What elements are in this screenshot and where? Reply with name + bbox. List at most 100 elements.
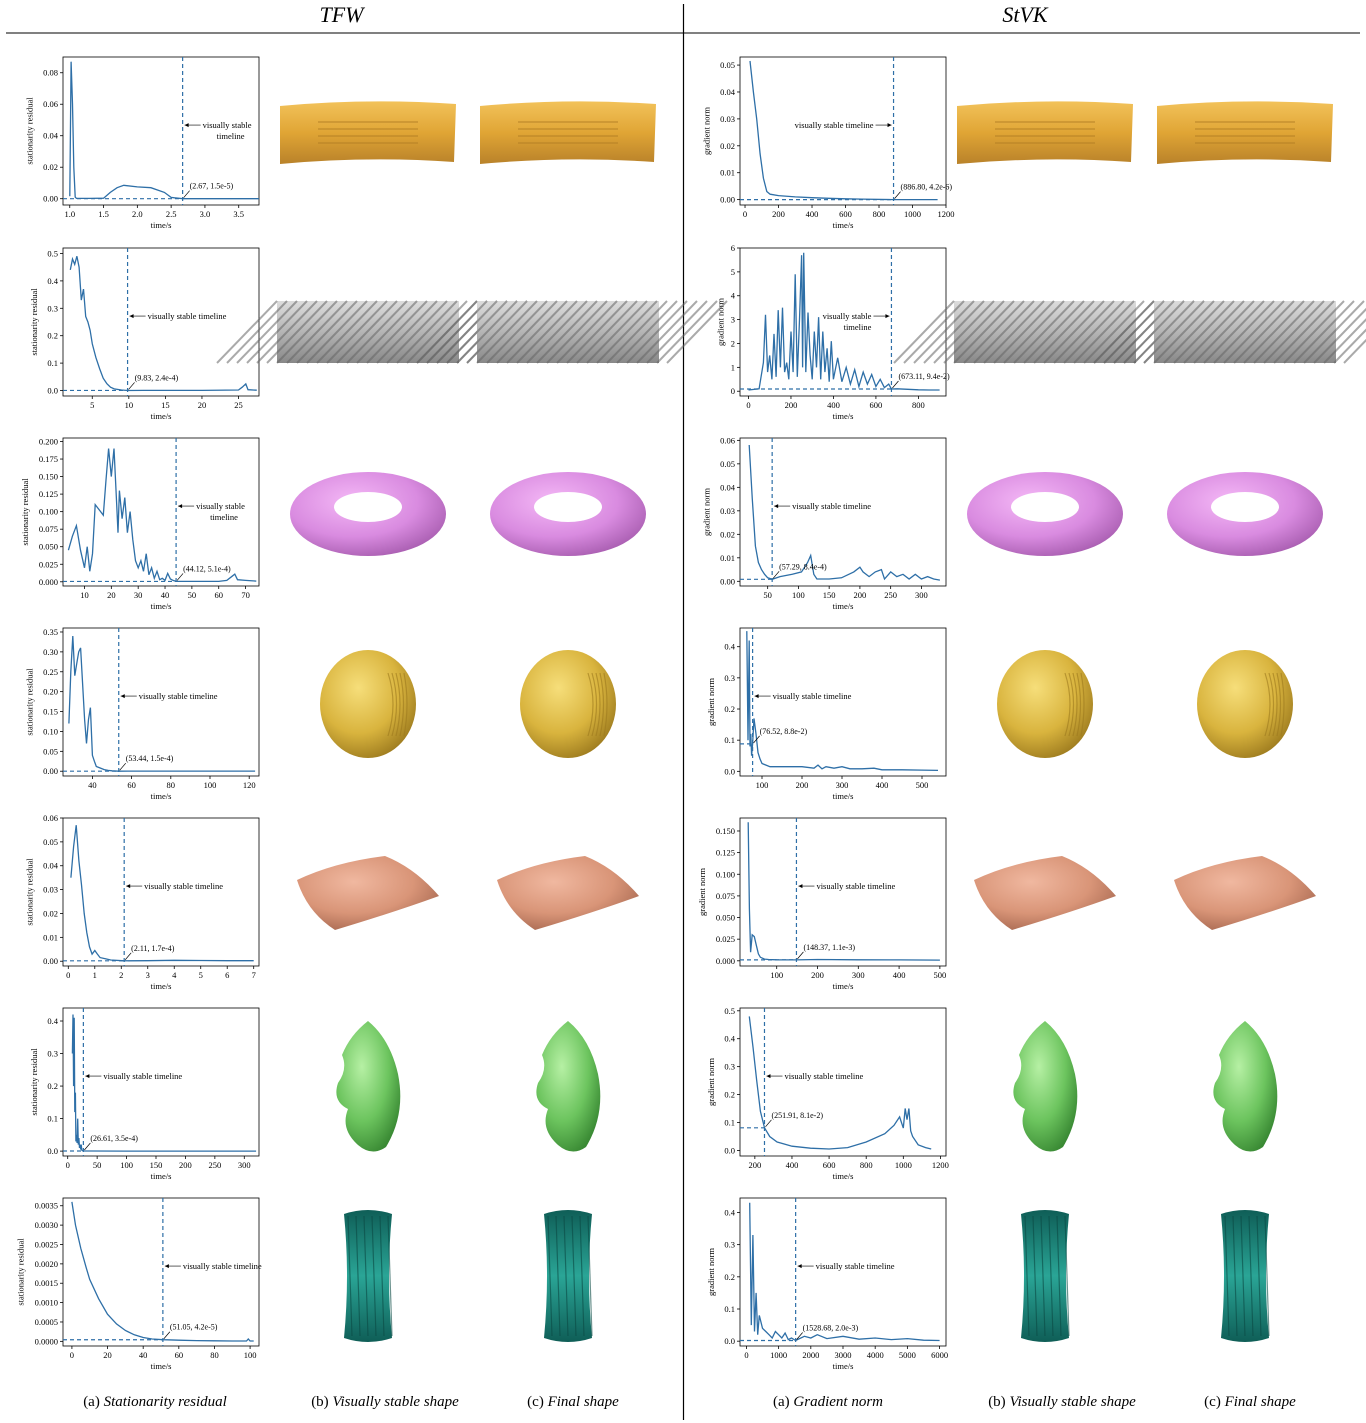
arrow-head: [178, 504, 183, 509]
timeline-label: visually stable timeline: [148, 311, 227, 321]
groove: [555, 1215, 561, 1337]
groove: [1240, 1215, 1246, 1337]
residual-chart: 10 20 30 40 50 60 70 0.000 0.025 0.050 0.075 0.100 0…: [20, 437, 260, 611]
balloon-shape: [320, 650, 416, 758]
y-tick-label: 0.1: [47, 358, 58, 368]
torus-hole: [1211, 492, 1279, 522]
y-tick-label: 0.2: [47, 1081, 58, 1091]
fold-line: [216, 300, 278, 364]
pillow-body: [297, 856, 439, 930]
torus-hole: [334, 492, 402, 522]
arrow-head: [887, 123, 892, 128]
y-tick-label: 0.35: [43, 627, 58, 637]
plot-frame: [739, 247, 947, 397]
x-tick-label: 150: [150, 1160, 163, 1170]
balloon-body: [997, 650, 1093, 758]
balloon-body: [1197, 650, 1293, 758]
fold-line: [1243, 300, 1305, 364]
point-pointer: [176, 573, 184, 581]
y-tick-label: 0.025: [716, 934, 735, 944]
x-tick-label: 2.0: [132, 209, 143, 219]
y-tick-label: 0.02: [720, 529, 735, 539]
pillow-shape: [497, 856, 639, 930]
cylinder-shape: [1221, 1210, 1270, 1342]
fold-line: [1103, 300, 1165, 364]
x-tick-label: 50: [93, 1160, 102, 1170]
balloon-body: [520, 650, 616, 758]
y-tick-label: 0.0035: [35, 1201, 58, 1211]
fold-line: [1303, 300, 1365, 364]
x-tick-label: 1200: [932, 1160, 949, 1170]
y-axis-label: stationarity residual: [29, 1048, 39, 1116]
fold-line: [1343, 338, 1366, 364]
y-tick-label: 0.000: [39, 577, 58, 587]
x-tick-label: 50: [188, 590, 197, 600]
groove: [1048, 1215, 1054, 1337]
groove: [1064, 1215, 1070, 1337]
series-line: [71, 1201, 254, 1342]
wrinkle: [1064, 672, 1071, 737]
x-tick-label: 30: [134, 590, 143, 600]
groove: [1056, 1215, 1062, 1337]
residual-chart: 0 200 400 600 800 0 1 2 3 4 5 6 time/s gradient norm (…: [715, 243, 950, 421]
torus-hole: [1011, 492, 1079, 522]
fold-line: [1073, 300, 1135, 364]
groove: [387, 1215, 393, 1337]
x-tick-label: 120: [243, 780, 256, 790]
plot-frame: [62, 56, 260, 206]
fold-line: [426, 300, 488, 364]
fold-line: [656, 300, 718, 364]
plot-frame: [62, 1007, 260, 1157]
x-tick-label: 6000: [931, 1350, 948, 1360]
y-tick-label: 0.03: [720, 506, 735, 516]
groove: [1256, 1215, 1262, 1337]
fold-line: [1133, 300, 1195, 364]
plot-frame: [739, 1007, 947, 1157]
x-tick-label: 0: [66, 970, 70, 980]
cloth-body: [957, 101, 1133, 164]
header-stvk: StVK: [1002, 2, 1048, 27]
x-tick-label: 400: [806, 209, 819, 219]
y-tick-label: 0.06: [720, 435, 735, 445]
timeline-label: visually stable: [823, 311, 872, 321]
y-tick-label: 0.5: [724, 1006, 735, 1016]
fold-line: [546, 300, 608, 364]
series-line: [747, 822, 940, 961]
wrinkle: [1268, 672, 1275, 737]
groove: [571, 1215, 577, 1337]
fold-line: [1123, 300, 1185, 364]
timeline-label: visually stable: [203, 120, 252, 130]
arrow-head: [120, 694, 125, 699]
point-pointer: [797, 951, 804, 960]
series-line: [69, 61, 259, 200]
fold-line: [226, 300, 288, 364]
y-tick-label: 0.04: [43, 861, 59, 871]
fold-line: [913, 300, 975, 364]
residual-chart: 200 400 600 800 1000 1200 0.0 0.1 0.2 0.3 0.4 0.5 ti…: [706, 1006, 949, 1181]
timeline-label: visually stable timeline: [103, 1071, 182, 1081]
groove: [1248, 1215, 1254, 1337]
y-tick-label: 0.02: [43, 908, 58, 918]
stable-point-label: (251.91, 8.1e-2): [771, 1111, 823, 1120]
torus-shape: [490, 472, 646, 556]
y-tick-label: 0.06: [43, 813, 58, 823]
fold-line: [993, 300, 1055, 364]
timeline-label: visually stable timeline: [784, 1071, 863, 1081]
y-tick-label: 0.01: [720, 553, 735, 563]
cylinder-body: [344, 1210, 392, 1342]
y-tick-label: 0.0: [47, 386, 58, 396]
fold-line: [983, 300, 1045, 364]
y-tick-label: 0.3: [724, 673, 735, 683]
x-tick-label: 300: [852, 970, 865, 980]
fold-line: [366, 300, 428, 364]
cylinder-body: [544, 1210, 592, 1342]
x-tick-label: 100: [120, 1160, 133, 1170]
x-tick-label: 50: [763, 590, 772, 600]
x-tick-label: 100: [204, 780, 217, 790]
y-axis-label: stationarity residual: [15, 1238, 25, 1306]
stable-point-label: (26.61, 3.5e-4): [90, 1134, 138, 1143]
wrinkle: [391, 672, 398, 737]
fold-line: [1013, 300, 1075, 364]
y-tick-label: 0.05: [43, 837, 58, 847]
fold-line: [326, 300, 388, 364]
